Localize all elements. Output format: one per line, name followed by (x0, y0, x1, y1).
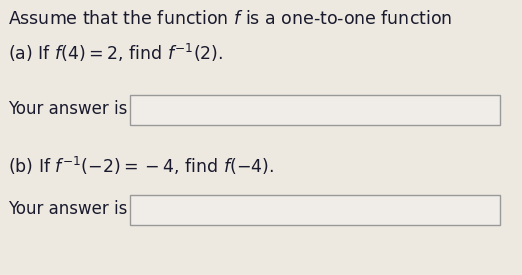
Text: (b) If $f^{-1}(-2) = -4$, find $f(-4)$.: (b) If $f^{-1}(-2) = -4$, find $f(-4)$. (8, 155, 274, 177)
FancyBboxPatch shape (130, 195, 500, 225)
FancyBboxPatch shape (130, 95, 500, 125)
Text: Assume that the function $f$ is a one-to-one function: Assume that the function $f$ is a one-to… (8, 10, 453, 28)
Text: Your answer is: Your answer is (8, 100, 127, 118)
Text: (a) If $f(4) = 2$, find $f^{-1}(2)$.: (a) If $f(4) = 2$, find $f^{-1}(2)$. (8, 42, 223, 64)
Text: Your answer is: Your answer is (8, 200, 127, 218)
